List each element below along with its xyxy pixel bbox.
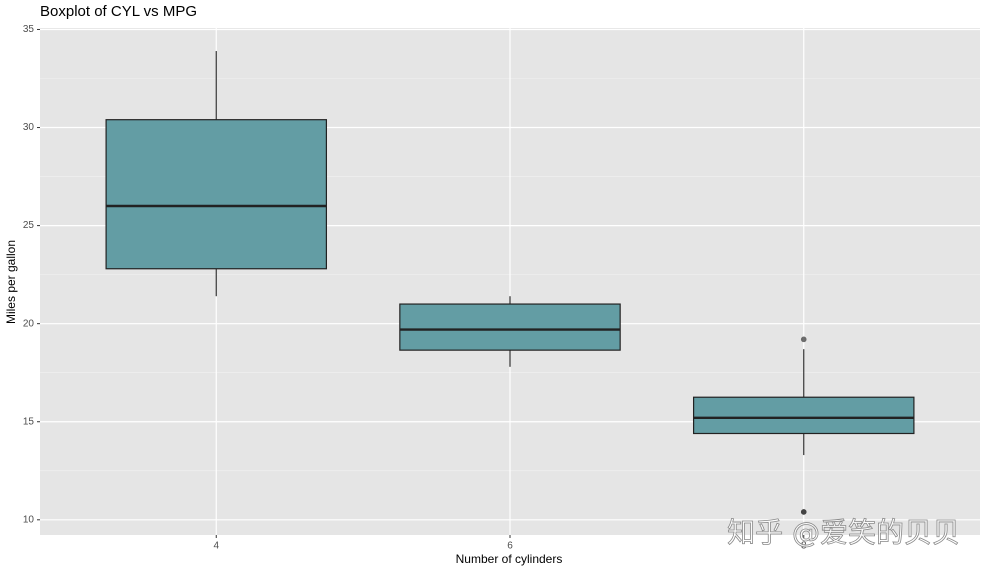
x-axis-label: Number of cylinders	[456, 552, 563, 566]
chart-title: Boxplot of CYL vs MPG	[40, 3, 197, 20]
box	[692, 396, 915, 435]
y-tick-label: 35	[23, 24, 35, 35]
outlier	[800, 509, 807, 515]
y-tick-label: 15	[23, 416, 35, 427]
y-tick-label: 25	[23, 220, 35, 231]
y-tick-label: 20	[23, 318, 35, 329]
y-axis-label: Miles per gallon	[4, 240, 18, 324]
marks	[105, 51, 915, 515]
x-tick-label: 6	[507, 541, 513, 552]
watermark: 知乎 @爱笑的贝贝	[727, 516, 960, 549]
outlier	[800, 336, 807, 343]
box	[399, 303, 621, 351]
x-tick-label: 8	[801, 541, 807, 552]
y-tick-label: 30	[23, 122, 35, 133]
x-tick-label: 4	[213, 541, 219, 552]
y-tick-label: 10	[23, 514, 35, 525]
box	[105, 119, 328, 270]
